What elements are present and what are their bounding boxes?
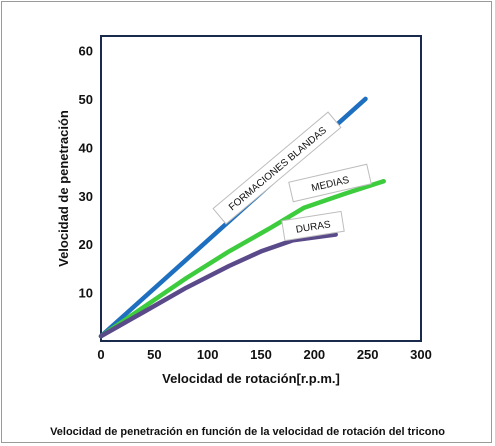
y-tick-label: 30 — [79, 189, 93, 204]
x-tick-label: 50 — [147, 347, 161, 362]
x-tick-label: 250 — [357, 347, 379, 362]
series-label-text: FORMACIONES BLANDAS — [227, 125, 329, 213]
series-label-medias: MEDIAS — [288, 163, 372, 203]
figure-caption: Velocidad de penetración en función de l… — [50, 426, 445, 438]
series-label-text: DURAS — [295, 219, 332, 235]
y-tick-label: 40 — [79, 140, 93, 155]
x-tick-label: 150 — [250, 347, 272, 362]
y-tick-label: 50 — [79, 92, 93, 107]
x-tick-label: 100 — [197, 347, 219, 362]
x-axis-title: Velocidad de rotación[r.p.m.] — [162, 371, 340, 386]
y-tick-label: 20 — [79, 237, 93, 252]
x-tick-label: 200 — [303, 347, 325, 362]
series-label-formaciones-blandas: FORMACIONES BLANDAS — [212, 111, 342, 225]
series-label-box — [288, 163, 372, 203]
series-line-duras — [98, 232, 338, 339]
plot-area-border — [100, 35, 422, 342]
series-label-duras: DURAS — [281, 210, 345, 242]
series-label-box — [212, 111, 342, 225]
y-tick-label: 10 — [79, 286, 93, 301]
y-tick-label: 60 — [79, 44, 93, 59]
x-tick-label: 0 — [97, 347, 104, 362]
x-tick-label: 300 — [410, 347, 432, 362]
series-line-medias — [98, 178, 386, 339]
y-axis-title: Velocidad de penetración — [56, 110, 71, 267]
series-label-box — [281, 210, 345, 242]
